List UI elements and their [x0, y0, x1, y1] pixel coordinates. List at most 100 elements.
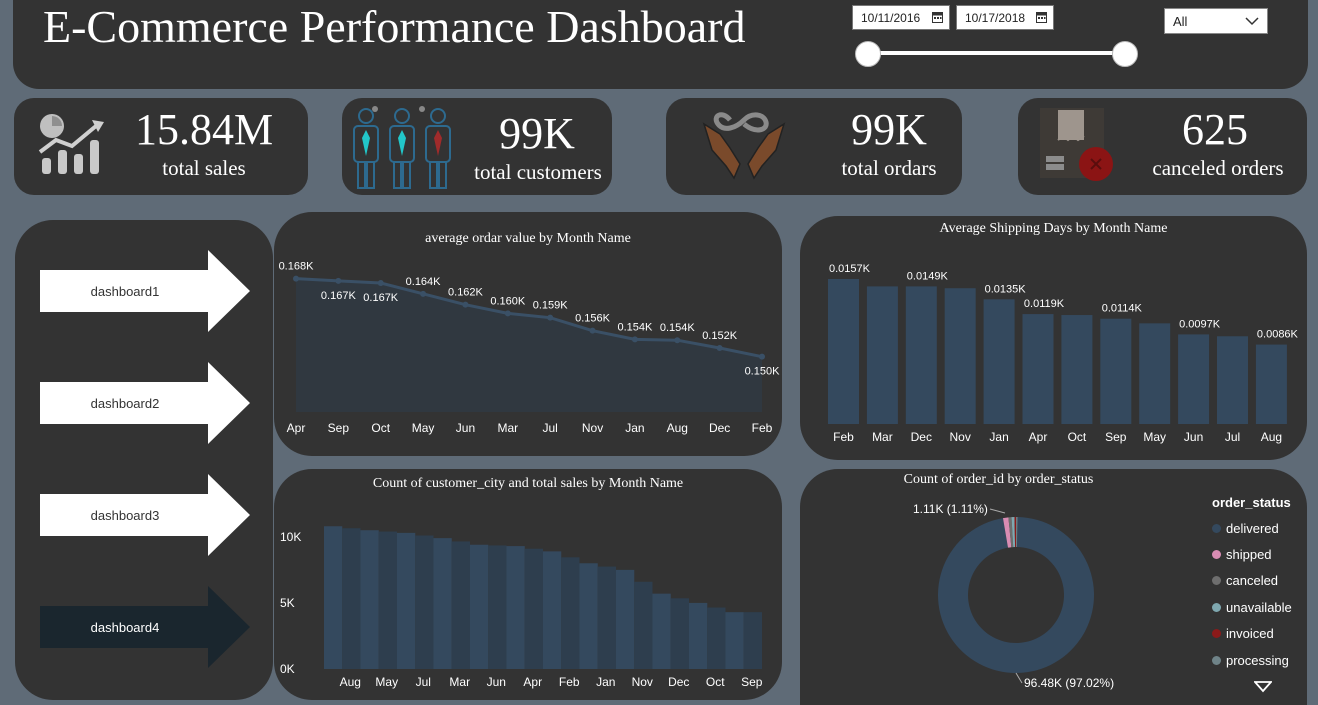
- bar: [905, 286, 937, 424]
- arrow-right-icon: [40, 362, 250, 444]
- slider-start-handle[interactable]: [855, 41, 881, 67]
- legend-label: processing: [1226, 652, 1289, 668]
- order-status-legend: delivered shipped canceled unavailable invoi…: [1212, 515, 1292, 673]
- legend-dot: [1212, 550, 1221, 560]
- canceled-box-icon: [1040, 108, 1113, 181]
- bar: [1178, 334, 1210, 424]
- x-tick-label: Nov: [582, 421, 603, 435]
- kpi-total-orders-card: 99K total ordars: [666, 98, 962, 195]
- column-bar: [360, 530, 379, 669]
- legend-item-delivered[interactable]: delivered: [1212, 515, 1292, 541]
- y-tick-label: 10K: [280, 530, 301, 544]
- data-point: [589, 327, 596, 334]
- arrow-right-icon: [40, 250, 250, 332]
- nav-dashboard4-button-active[interactable]: dashboard4: [40, 586, 250, 668]
- x-tick-label: Oct: [1068, 430, 1087, 444]
- nav-dashboard1-button[interactable]: dashboard1: [40, 250, 250, 332]
- data-point: [462, 301, 469, 308]
- column-bar: [342, 528, 361, 669]
- nav-dashboard1-label: dashboard1: [90, 283, 160, 299]
- avg-shipping-days-chart: Average Shipping Days by Month Name 0.01…: [800, 216, 1307, 460]
- x-tick-label: Aug: [340, 675, 361, 689]
- legend-label: invoiced: [1226, 626, 1274, 642]
- area-fill: [296, 278, 762, 412]
- column-bar: [597, 566, 616, 669]
- start-date-value: 10/11/2016: [861, 10, 921, 25]
- chart-title: average ordar value by Month Name: [425, 231, 631, 246]
- column-bar: [470, 544, 489, 669]
- start-date-input[interactable]: 10/11/2016: [852, 5, 950, 30]
- data-label: 0.156K: [575, 313, 611, 325]
- order-status-plot: 1.11K (1.11%) 96.48K (97.02%): [913, 502, 1114, 690]
- arrow-right-icon: [40, 474, 250, 556]
- legend-item-shipped[interactable]: shipped: [1212, 541, 1292, 567]
- bar: [1255, 344, 1287, 424]
- column-bar: [415, 535, 434, 669]
- legend-label: shipped: [1226, 547, 1272, 563]
- bar: [1061, 315, 1093, 424]
- x-tick-label: Jun: [487, 675, 506, 689]
- x-tick-label: Jun: [1184, 430, 1203, 444]
- x-tick-label: Mar: [449, 675, 470, 689]
- data-point: [504, 310, 511, 317]
- column-bar: [670, 598, 689, 669]
- nav-dashboard3-label: dashboard3: [90, 507, 160, 523]
- legend-item-unavailable[interactable]: unavailable: [1212, 594, 1292, 620]
- donut-slice-shipped: [1002, 517, 1012, 548]
- bar: [1139, 323, 1171, 424]
- column-bar: [652, 593, 671, 669]
- slider-end-handle[interactable]: [1112, 41, 1138, 67]
- customer-city-sales-plot: Aug May Jul Mar Jun Apr Feb Jan Nov Dec Oct Sep 0K 5K…: [280, 526, 763, 689]
- nav-dashboard3-button[interactable]: dashboard3: [40, 474, 250, 556]
- x-tick-label: Mar: [497, 421, 518, 435]
- x-tick-label: Dec: [668, 675, 689, 689]
- column-bar: [543, 551, 562, 669]
- donut-slice-canceled: [1008, 517, 1014, 548]
- legend-label: delivered: [1226, 520, 1279, 536]
- bar: [866, 286, 898, 424]
- x-tick-label: Jan: [596, 675, 615, 689]
- filter-dropdown[interactable]: All: [1164, 8, 1268, 34]
- data-label: 0.154K: [617, 321, 653, 333]
- x-tick-label: Jan: [989, 430, 1008, 444]
- nav-dashboard2-button[interactable]: dashboard2: [40, 362, 250, 444]
- nav-dashboard2-label: dashboard2: [90, 395, 160, 411]
- data-label: 0.150K: [745, 366, 781, 378]
- bar: [944, 288, 976, 424]
- column-bar: [579, 563, 598, 669]
- scroll-down-icon[interactable]: [1254, 681, 1272, 693]
- calendar-icon[interactable]: [932, 11, 943, 23]
- data-point: [377, 280, 384, 286]
- end-date-value: 10/17/2018: [965, 10, 1026, 25]
- end-date-input[interactable]: 10/17/2018: [956, 5, 1054, 30]
- kpi-total-sales-card: 15.84M total sales: [14, 98, 308, 195]
- x-tick-label: May: [412, 421, 435, 435]
- data-point: [335, 277, 342, 284]
- x-tick-label: Apr: [523, 675, 542, 689]
- x-tick-label: May: [1143, 430, 1166, 444]
- hands-infinity-icon: [702, 112, 786, 180]
- legend-item-processing[interactable]: processing: [1212, 647, 1292, 673]
- x-tick-label: Sep: [328, 421, 350, 435]
- x-tick-label: Sep: [1105, 430, 1127, 444]
- donut-slice-processing: [1016, 517, 1018, 548]
- chart-title: Average Shipping Days by Month Name: [939, 221, 1168, 236]
- kpi-total-customers-label: total customers: [474, 160, 602, 184]
- legend-item-invoiced[interactable]: invoiced: [1212, 621, 1292, 647]
- x-tick-label: Jul: [416, 675, 431, 689]
- column-bar: [397, 532, 416, 669]
- x-tick-label: Oct: [371, 421, 390, 435]
- data-label: 0.0119K: [1024, 298, 1065, 310]
- calendar-icon[interactable]: [1036, 11, 1047, 23]
- date-range-slider[interactable]: [866, 51, 1126, 55]
- data-label: 0.162K: [448, 287, 484, 299]
- header-panel: E-Commerce Performance Dashboard 10/11/2…: [13, 0, 1308, 89]
- growth-chart-icon: [38, 114, 104, 174]
- column-bar: [488, 545, 507, 669]
- legend-item-canceled[interactable]: canceled: [1212, 568, 1292, 594]
- data-label: 1.11K (1.11%): [913, 502, 988, 516]
- kpi-total-customers-value: 99K: [499, 109, 575, 158]
- navigation-panel: dashboard1 dashboard2 dashboard3 dashboa…: [15, 220, 273, 700]
- data-label: 0.154K: [660, 322, 696, 334]
- column-bar: [743, 612, 762, 669]
